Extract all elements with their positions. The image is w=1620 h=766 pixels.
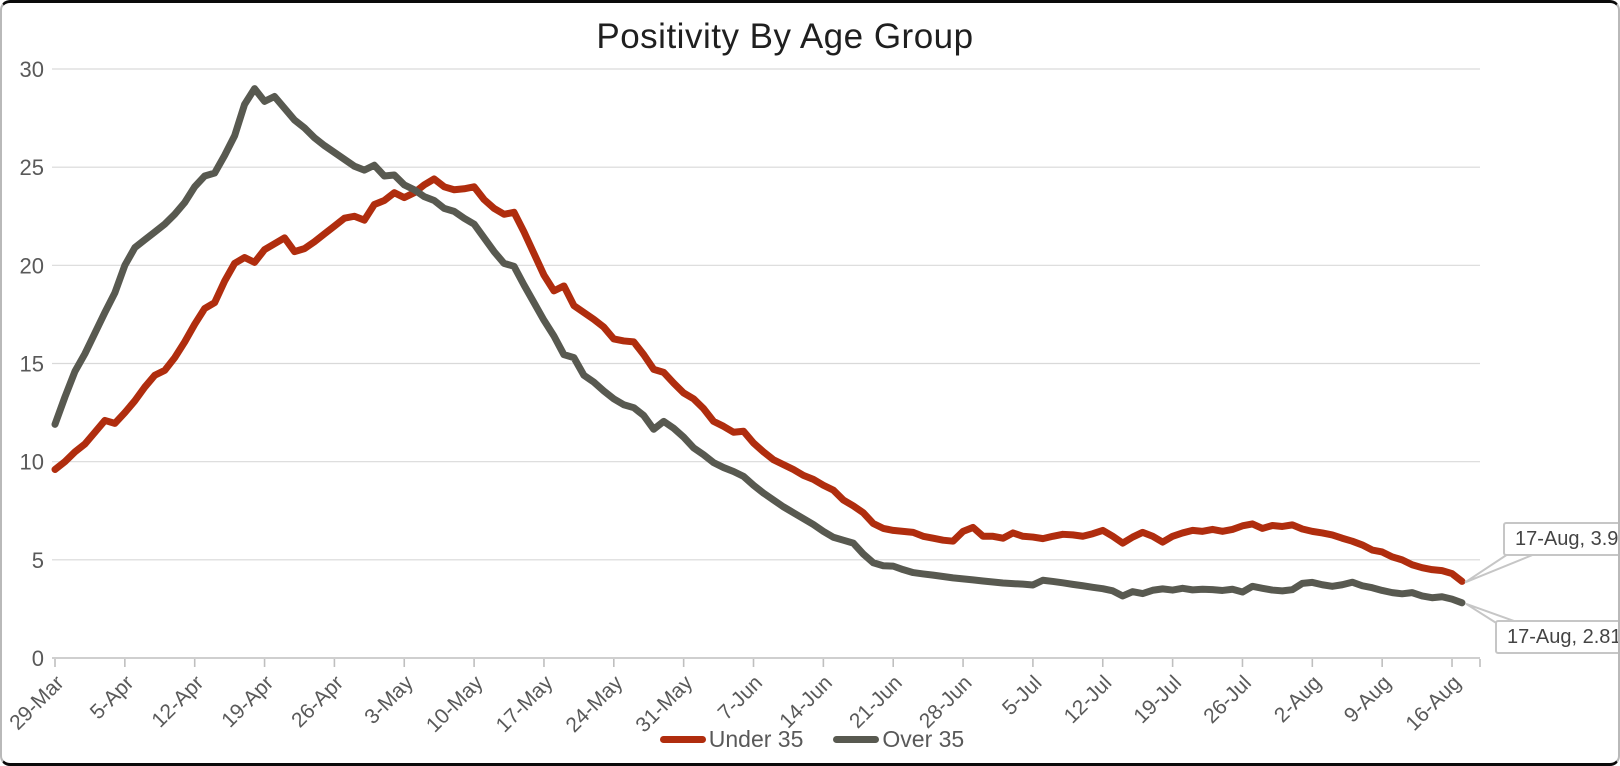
x-tick-label-19-Apr: 19-Apr [217,671,278,732]
x-tick-label-9-Aug: 9-Aug [1340,671,1396,727]
x-tick-label-12-Jul: 12-Jul [1060,671,1117,728]
data-label-over-35: 17-Aug, 2.81 [1495,620,1618,654]
series-line-under-35 [51,175,1466,585]
x-tick-label-26-Jul: 26-Jul [1199,671,1256,728]
y-tick-label-20: 20 [20,253,44,278]
y-tick-label-0: 0 [32,646,44,671]
series-line-over-35 [51,85,1466,607]
chart-title: Positivity By Age Group [596,17,974,56]
x-tick-label-21-Jun: 21-Jun [845,671,907,733]
y-tick-label-30: 30 [20,57,44,82]
x-tick-label-5-Apr: 5-Apr [86,671,139,724]
legend: Under 35 Over 35 [2,726,1618,753]
callout-pointer-under-35 [1464,553,1536,584]
data-label-under-35: 17-Aug, 3.9 [1503,522,1618,556]
x-tick-label-14-Jun: 14-Jun [775,671,837,733]
x-tick-label-7-Jun: 7-Jun [714,671,767,724]
x-tick-label-3-May: 3-May [360,671,418,729]
y-tick-label-5: 5 [32,548,44,573]
legend-label-under-35: Under 35 [708,726,804,752]
legend-swatch-over-35-icon [833,736,880,743]
x-tick-label-19-Jul: 19-Jul [1129,671,1186,728]
y-tick-label-25: 25 [20,155,44,180]
x-tick-label-2-Aug: 2-Aug [1270,671,1326,727]
x-tick-label-12-Apr: 12-Apr [147,671,208,732]
y-tick-label-15: 15 [20,352,44,377]
legend-label-over-35: Over 35 [882,726,965,752]
x-tick-label-26-Apr: 26-Apr [287,671,348,732]
x-tick-label-28-Jun: 28-Jun [915,671,977,733]
y-tick-label-10: 10 [20,450,44,475]
x-tick-label-5-Jul: 5-Jul [998,671,1046,719]
legend-swatch-under-35-icon [659,736,706,743]
legend-item-under-35[interactable]: Under 35 [659,726,804,753]
legend-item-over-35[interactable]: Over 35 [833,726,964,753]
